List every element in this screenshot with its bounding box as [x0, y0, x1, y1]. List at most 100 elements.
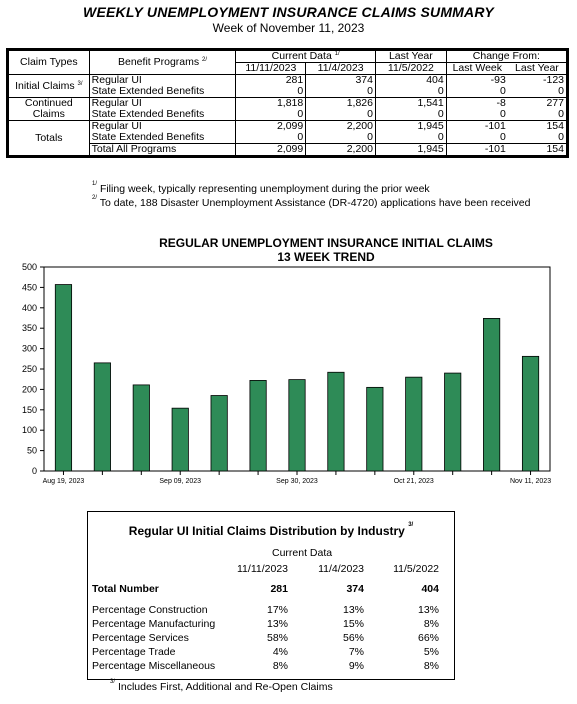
value-prior-week: 0 — [305, 86, 376, 98]
industry-total-value: 374 — [346, 583, 364, 595]
industry-row-value: 7% — [348, 646, 364, 658]
industry-date-header: 11/11/2023 — [237, 563, 288, 575]
col-date-current: 11/11/2023 — [235, 62, 306, 75]
value-current-week: 0 — [235, 86, 306, 98]
industry-row-label: Percentage Trade — [92, 646, 176, 658]
value-prior-week: 1,826 — [305, 97, 376, 109]
initial-claims-bar-chart: 0 50 100 150 200 250 300 350 400 450 500 Aug 19, 20… — [22, 262, 551, 485]
y-tick-label: 200 — [22, 384, 37, 394]
report-title: WEEKLY UNEMPLOYMENT INSURANCE CLAIMS SUM… — [83, 4, 494, 20]
industry-row-value: 17% — [266, 604, 288, 616]
value-prior-week: 0 — [305, 132, 376, 144]
bar — [54, 284, 73, 472]
summary-row: Total All Programs 2,099 2,200 1,945 -101 154 — [8, 143, 568, 157]
industry-footnote: 3/ Includes First, Additional and Re-Ope… — [110, 679, 333, 693]
report-subtitle: Week of November 11, 2023 — [212, 21, 365, 35]
bar — [249, 380, 267, 472]
value-last-year: 0 — [374, 132, 447, 144]
industry-date-header: 11/5/2022 — [393, 563, 439, 575]
change-last-year: 154 — [507, 143, 568, 157]
industry-title: Regular UI Initial Claims Distribution b… — [128, 522, 414, 538]
col-change-last-year: Last Year — [507, 62, 568, 75]
chart-title: REGULAR UNEMPLOYMENT INSURANCE INITIAL C… — [159, 236, 493, 250]
col-last-year: Last Year — [374, 49, 447, 63]
summary-row: Totals Regular UI 2,099 2,200 1,945 -101 154 — [7, 120, 568, 157]
change-last-year: 277 — [507, 97, 568, 109]
change-last-week: -8 — [445, 97, 508, 109]
x-tick-label: Sep 30, 2023 — [276, 478, 318, 485]
value-current-week: 2,099 — [235, 120, 306, 132]
industry-row-value: 58% — [266, 632, 288, 644]
chart-subtitle: 13 WEEK TREND — [277, 250, 375, 264]
value-last-year: 404 — [374, 74, 447, 86]
claims-summary-table: Claim Types Benefit Programs 2/ Current … — [6, 48, 569, 158]
industry-row-value: 8% — [423, 618, 439, 630]
bar — [132, 384, 150, 472]
change-last-week: -93 — [445, 74, 508, 86]
industry-date-header: 11/4/2023 — [318, 563, 364, 575]
value-current-week: 1,818 — [235, 97, 306, 109]
y-tick-label: 50 — [27, 446, 37, 456]
y-tick-label: 150 — [22, 405, 37, 415]
bar — [210, 395, 228, 472]
value-last-year: 1,945 — [374, 120, 447, 132]
value-last-year: 0 — [374, 109, 447, 121]
bar — [366, 386, 384, 472]
value-last-year: 1,541 — [374, 97, 447, 109]
bar — [288, 379, 306, 472]
col-date-prior: 11/4/2023 — [305, 62, 376, 75]
x-tick-label: Oct 21, 2023 — [394, 478, 434, 485]
bar — [483, 318, 501, 472]
industry-row-label: Percentage Manufacturing — [92, 618, 216, 630]
bar — [444, 372, 462, 472]
summary-row: State Extended Benefits 0 0 0 0 0 — [8, 86, 568, 98]
change-last-year: 0 — [558, 85, 564, 97]
change-last-week: -101 — [445, 120, 508, 132]
change-last-week: -101 — [445, 143, 508, 157]
claim-type-label: Totals — [7, 120, 90, 157]
change-last-year: -123 — [542, 74, 564, 86]
value-prior-week: 2,200 — [305, 143, 376, 157]
col-change-from: Change From: — [445, 49, 568, 63]
bar — [405, 376, 423, 472]
industry-row-label: Percentage Miscellaneous — [92, 660, 216, 672]
value-current-week: 2,099 — [235, 143, 306, 157]
value-last-year: 0 — [374, 86, 447, 98]
industry-row-value: 8% — [423, 660, 439, 672]
benefit-program: Regular UI — [88, 97, 236, 109]
industry-row-value: 15% — [342, 618, 364, 630]
bar — [93, 362, 111, 472]
change-last-week: 0 — [445, 132, 508, 144]
change-last-year: 0 — [558, 131, 564, 143]
industry-row-value: 5% — [423, 646, 439, 658]
benefit-program: Regular UI — [88, 120, 236, 132]
benefit-program: Total All Programs — [88, 143, 236, 157]
footnote-2: 2/ To date, 188 Disaster Unemployment As… — [92, 195, 531, 209]
industry-row-label: Percentage Services — [92, 632, 189, 644]
industry-current-data-label: Current Data — [272, 547, 333, 559]
y-tick-label: 300 — [22, 344, 37, 354]
y-tick-label: 450 — [22, 282, 37, 292]
col-date-last-year: 11/5/2022 — [374, 62, 447, 75]
industry-total-value: 281 — [270, 583, 288, 595]
y-tick-label: 350 — [22, 323, 37, 333]
industry-row-value: 8% — [272, 660, 288, 672]
industry-row-value: 9% — [348, 660, 364, 672]
y-tick-label: 0 — [32, 466, 37, 476]
x-tick-label: Nov 11, 2023 — [510, 478, 551, 485]
y-tick-label: 500 — [22, 262, 37, 272]
value-last-year: 1,945 — [374, 143, 447, 157]
value-prior-week: 374 — [305, 74, 376, 86]
bar — [171, 407, 189, 472]
change-last-week: 0 — [445, 109, 508, 121]
benefit-program: State Extended Benefits — [88, 132, 236, 144]
benefit-program: State Extended Benefits — [88, 86, 236, 98]
industry-row-value: 13% — [417, 604, 439, 616]
industry-total-value: 404 — [421, 583, 439, 595]
change-last-year: 0 — [558, 108, 564, 120]
industry-row-value: 13% — [342, 604, 364, 616]
summary-row: Initial Claims 3/Regular UI 281 374 404 -93 -… — [8, 74, 568, 91]
change-last-week: 0 — [445, 86, 508, 98]
x-tick-label: Aug 19, 2023 — [43, 478, 85, 485]
industry-row-value: 66% — [417, 632, 439, 644]
